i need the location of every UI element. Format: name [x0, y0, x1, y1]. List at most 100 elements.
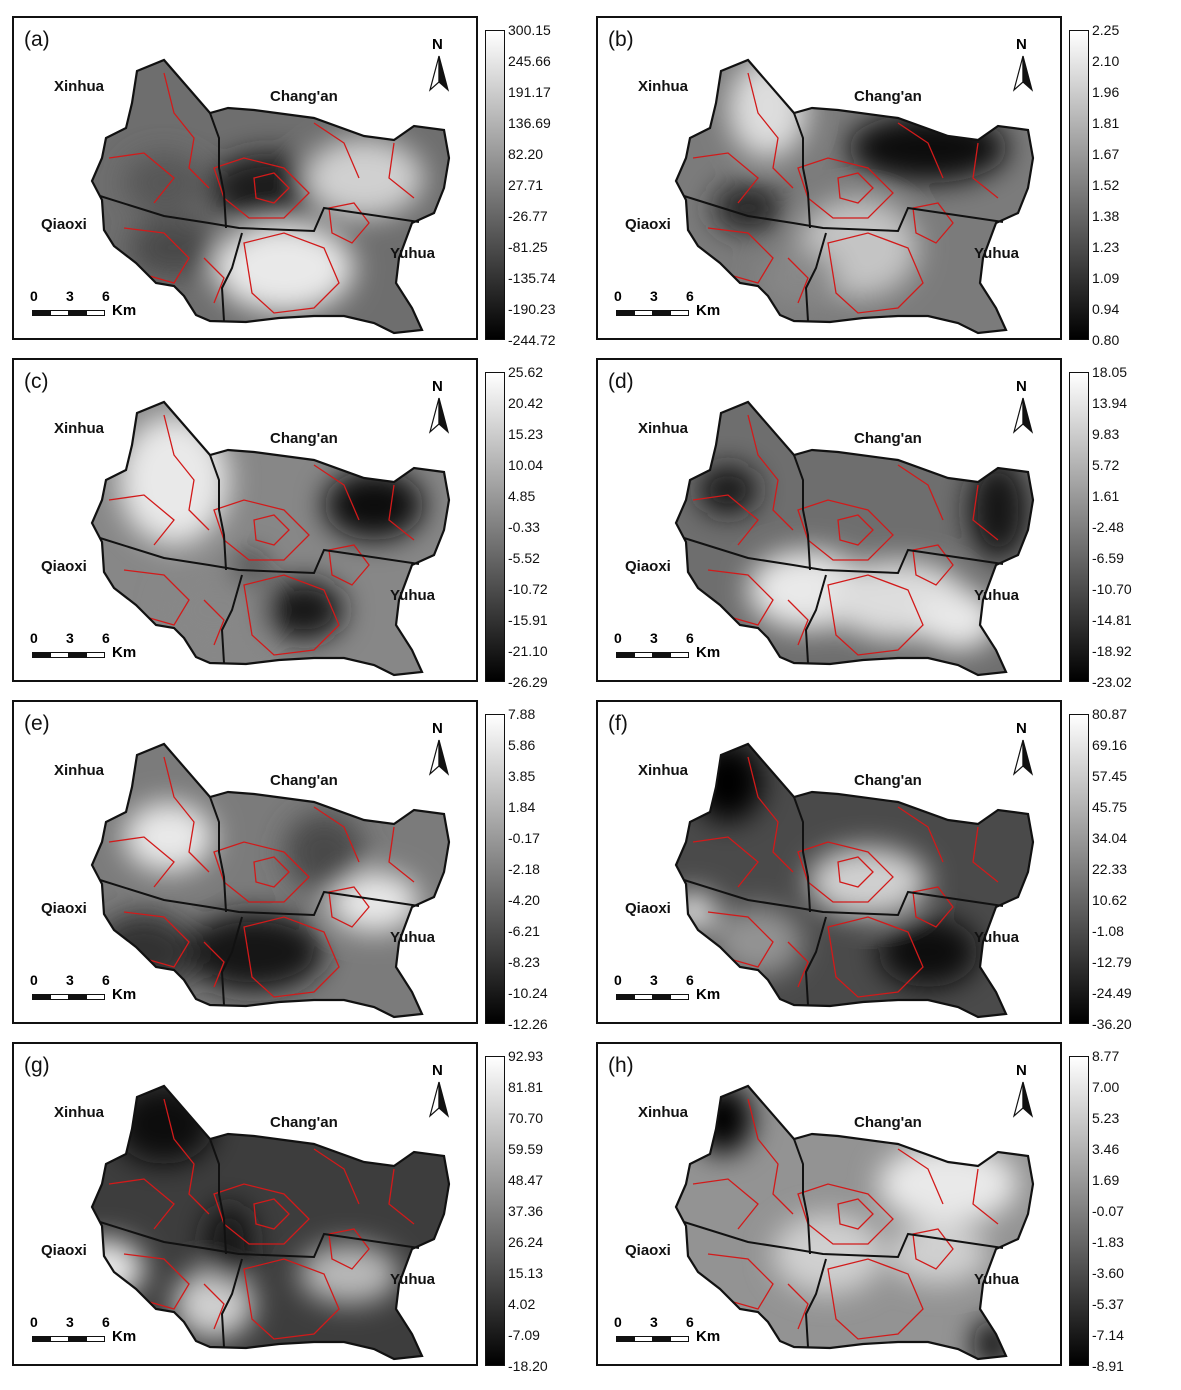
map-canvas — [90, 1084, 451, 1361]
district-label-yuhua: Yuhua — [390, 245, 436, 262]
contour-line — [213, 841, 310, 903]
contour-line — [707, 911, 774, 968]
district-label-yuhua: Yuhua — [974, 245, 1020, 262]
contour-line — [787, 257, 809, 304]
legend-tick-label: 1.81 — [1092, 115, 1120, 131]
district-label-xinhua: Xinhua — [638, 762, 689, 779]
surface-patch — [693, 744, 763, 822]
contour-line — [163, 414, 210, 531]
legend-tick-label: 26.24 — [508, 1234, 544, 1250]
legend-tick-label: 5.23 — [1092, 1110, 1120, 1126]
contour-line — [837, 1198, 874, 1230]
north-arrow-icon: N — [1010, 36, 1036, 92]
legend-tick-label: 70.70 — [508, 1110, 544, 1126]
north-arrow-icon: N — [1010, 720, 1036, 776]
contour-line — [707, 227, 774, 284]
scale-segment — [652, 1336, 671, 1342]
district-boundary — [209, 454, 227, 571]
district-boundary — [220, 574, 243, 664]
district-boundary — [793, 796, 811, 913]
city-outline — [90, 400, 451, 677]
contour-line — [692, 152, 759, 204]
north-arrow-icon: N — [426, 36, 452, 92]
district-label-xinhua: Xinhua — [638, 420, 689, 437]
legend-tick-label: -10.72 — [508, 581, 548, 597]
legend-tick-label: -10.70 — [1092, 581, 1132, 597]
legend-tick-label: 92.93 — [508, 1048, 544, 1064]
district-label-xinhua: Xinhua — [54, 762, 105, 779]
scale-bar: 0 3 6 Km — [30, 630, 162, 666]
surface-patch — [184, 912, 324, 992]
raster-surface — [676, 1086, 1033, 1359]
surface-patch — [124, 802, 214, 872]
legend-tick-label: -23.02 — [1092, 674, 1132, 690]
panel-label: (f) — [608, 712, 628, 735]
map-canvas — [674, 400, 1035, 677]
color-legend: 92.93 81.81 70.70 59.59 48.47 37.36 26.24 15.13… — [482, 1046, 582, 1374]
color-legend: 25.62 20.42 15.23 10.04 4.85 -0.33 -5.52 -10.72… — [482, 362, 582, 690]
legend-tick-label: 82.20 — [508, 146, 544, 162]
map-canvas — [674, 742, 1035, 1019]
contour-line — [163, 72, 210, 189]
district-boundary — [220, 916, 243, 1006]
district-boundary — [209, 112, 227, 229]
north-letter: N — [1016, 1062, 1027, 1079]
map-frame: (d) Xinhua Chang'an Qiaoxi Yuhua N 0 3 6 Km — [596, 358, 1062, 682]
legend-tick-label: 15.13 — [508, 1265, 544, 1281]
contour-line — [747, 1098, 794, 1215]
legend-tick-label: -2.48 — [1092, 519, 1124, 535]
legend-tick-label: -5.52 — [508, 550, 540, 566]
district-boundary — [99, 1221, 420, 1259]
contour-line — [213, 157, 310, 219]
district-label-changan: Chang'an — [854, 88, 922, 105]
legend-tick-label: 0.80 — [1092, 332, 1120, 348]
scale-segment — [634, 1336, 653, 1342]
district-label-xinhua: Xinhua — [54, 1104, 105, 1121]
district-boundary — [220, 1258, 243, 1348]
legend-tick-label: -21.10 — [508, 643, 548, 659]
district-boundary — [793, 454, 811, 571]
arrow-shape — [428, 397, 450, 434]
map-canvas — [674, 1084, 1035, 1361]
contour-line — [747, 414, 794, 531]
contour-line — [692, 1178, 759, 1230]
north-letter: N — [1016, 36, 1027, 53]
scale-segment — [634, 652, 653, 658]
contour-line — [837, 514, 874, 546]
scale-segment — [670, 994, 689, 1000]
panel-label: (g) — [24, 1054, 50, 1077]
scale-segment — [616, 310, 635, 316]
district-label-xinhua: Xinhua — [638, 78, 689, 95]
contour-line — [123, 1253, 190, 1310]
contour-line — [972, 826, 999, 883]
legend-tick-label: 1.96 — [1092, 84, 1120, 100]
contour-line — [797, 841, 894, 903]
legend-tick-label: 22.33 — [1092, 861, 1128, 877]
legend-tick-label: 1.69 — [1092, 1172, 1120, 1188]
legend-tick-label: 10.04 — [508, 457, 544, 473]
district-boundary — [220, 232, 243, 322]
legend-tick-label: -8.23 — [508, 954, 540, 970]
scale-segment — [652, 310, 671, 316]
scale-segment — [50, 652, 69, 658]
panel-label: (h) — [608, 1054, 634, 1077]
legend-tick-label: 1.38 — [1092, 208, 1120, 224]
surface-patch — [119, 415, 229, 545]
district-label-yuhua: Yuhua — [390, 1271, 436, 1288]
surface-patch — [209, 153, 329, 223]
contour-line — [912, 544, 954, 586]
district-label-qiaoxi: Qiaoxi — [41, 1242, 87, 1259]
surface-patch — [878, 1144, 1018, 1224]
map-canvas — [674, 58, 1035, 335]
legend-tick-label: -8.91 — [1092, 1358, 1124, 1374]
surface-patch — [693, 1086, 753, 1154]
scale-unit: Km — [112, 644, 137, 661]
scale-bar: 0 3 6 Km — [614, 972, 746, 1008]
legend-tick-label: -12.79 — [1092, 954, 1132, 970]
district-boundary — [683, 1221, 1004, 1259]
scale-tick-label: 3 — [650, 630, 658, 646]
raster-surface — [92, 744, 449, 1017]
contour-line — [388, 826, 415, 883]
legend-tick-label: -12.26 — [508, 1016, 548, 1032]
panel-label: (d) — [608, 370, 634, 393]
